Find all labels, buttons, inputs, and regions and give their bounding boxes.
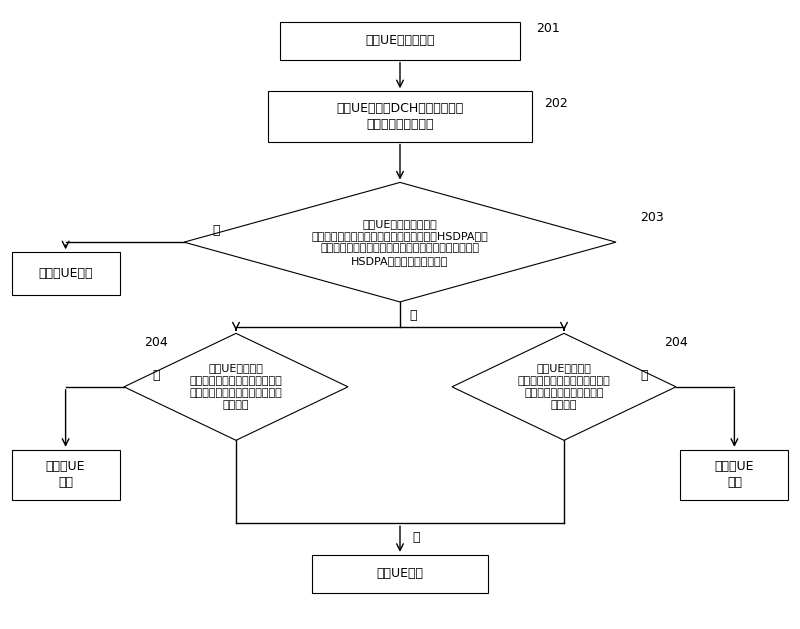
FancyBboxPatch shape bbox=[312, 555, 488, 593]
Text: 204: 204 bbox=[144, 337, 168, 349]
FancyBboxPatch shape bbox=[11, 450, 120, 500]
Text: 判断UE加入第一小区所
带来的功率增量与已接入第一小区的所有非HSDPA用户
设备的下行总发射功率之和是否小于第一小区允许的非
HSDPA信道的下行发射功率: 判断UE加入第一小区所 带来的功率增量与已接入第一小区的所有非HSDPA用户 设… bbox=[312, 218, 488, 266]
Text: 否: 否 bbox=[152, 369, 160, 382]
Text: 不允许UE
接入: 不允许UE 接入 bbox=[46, 460, 86, 489]
Text: 204: 204 bbox=[664, 337, 688, 349]
Text: 是: 是 bbox=[410, 309, 418, 322]
Polygon shape bbox=[124, 333, 348, 440]
Text: 判断UE加入第一
小区后第一小区的下行总发射功
率是否小于第一小区允许的下行
发射功率: 判断UE加入第一 小区后第一小区的下行总发射功 率是否小于第一小区允许的下行 发… bbox=[190, 363, 282, 411]
Text: 不允许UE接入: 不允许UE接入 bbox=[38, 267, 93, 280]
Polygon shape bbox=[184, 182, 616, 302]
FancyBboxPatch shape bbox=[11, 252, 120, 295]
Text: 否: 否 bbox=[212, 225, 220, 237]
FancyBboxPatch shape bbox=[280, 22, 520, 60]
Text: 201: 201 bbox=[536, 22, 560, 35]
Text: 确定UE为使用DCH的用户设备；
其请求接入一个载波: 确定UE为使用DCH的用户设备； 其请求接入一个载波 bbox=[336, 102, 464, 131]
Text: 否: 否 bbox=[640, 369, 648, 382]
FancyBboxPatch shape bbox=[680, 450, 789, 500]
Text: 接收UE的准入请求: 接收UE的准入请求 bbox=[366, 35, 434, 47]
Text: 允许UE接入: 允许UE接入 bbox=[377, 567, 423, 580]
Text: 202: 202 bbox=[544, 97, 568, 110]
Text: 是: 是 bbox=[412, 531, 420, 543]
Polygon shape bbox=[452, 333, 676, 440]
FancyBboxPatch shape bbox=[268, 91, 532, 142]
Text: 不允许UE
接入: 不允许UE 接入 bbox=[714, 460, 754, 489]
Text: 判断UE加入第一
小区后小区组的下行总发射功率
是否小于小区组允许的下行
发射功率: 判断UE加入第一 小区后小区组的下行总发射功率 是否小于小区组允许的下行 发射功… bbox=[518, 363, 610, 411]
Text: 203: 203 bbox=[640, 211, 664, 223]
